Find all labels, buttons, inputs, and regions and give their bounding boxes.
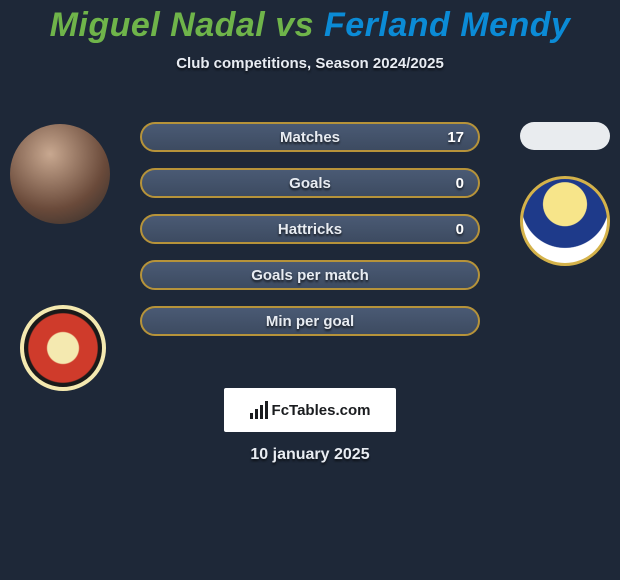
player2-name: Ferland Mendy bbox=[324, 6, 570, 44]
chart-bars-icon bbox=[250, 401, 268, 419]
player1-club-crest bbox=[20, 305, 106, 391]
stat-label: Goals per match bbox=[142, 262, 478, 288]
stat-row-hattricks: Hattricks 0 bbox=[140, 214, 480, 244]
stat-label: Hattricks bbox=[142, 216, 478, 242]
stat-label: Matches bbox=[142, 124, 478, 150]
brand-text: FcTables.com bbox=[272, 402, 371, 419]
stat-row-min-per-goal: Min per goal bbox=[140, 306, 480, 336]
stat-label: Goals bbox=[142, 170, 478, 196]
generated-date: 10 january 2025 bbox=[0, 446, 620, 464]
stat-row-goals: Goals 0 bbox=[140, 168, 480, 198]
stat-row-goals-per-match: Goals per match bbox=[140, 260, 480, 290]
stat-label: Min per goal bbox=[142, 308, 478, 334]
player2-club-crest bbox=[520, 176, 610, 266]
player2-photo bbox=[520, 122, 610, 150]
stat-value-right: 0 bbox=[456, 170, 464, 196]
page-title: Miguel Nadal vs Ferland Mendy bbox=[0, 0, 620, 45]
subtitle: Club competitions, Season 2024/2025 bbox=[0, 55, 620, 72]
stat-value-right: 0 bbox=[456, 216, 464, 242]
brand-badge: FcTables.com bbox=[224, 388, 396, 432]
player1-photo bbox=[10, 124, 110, 224]
vs-label: vs bbox=[275, 6, 314, 44]
stat-value-right: 17 bbox=[447, 124, 464, 150]
stats-panel: Matches 17 Goals 0 Hattricks 0 Goals per… bbox=[140, 122, 480, 352]
stat-row-matches: Matches 17 bbox=[140, 122, 480, 152]
player1-name: Miguel Nadal bbox=[50, 6, 266, 44]
